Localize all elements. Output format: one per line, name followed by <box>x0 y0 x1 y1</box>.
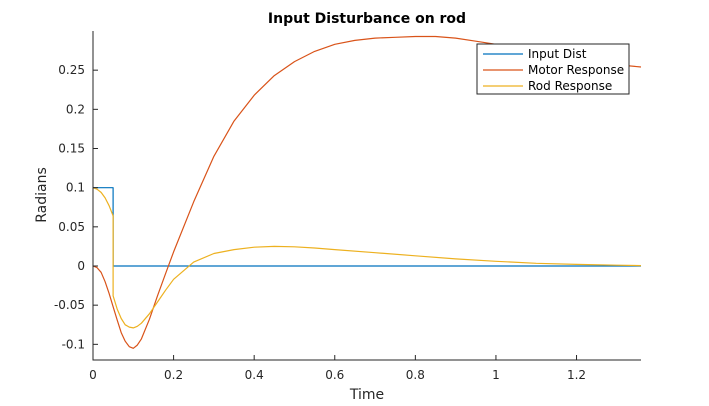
y-tick-label: 0.05 <box>58 220 85 234</box>
legend: Input Dist Motor Response Rod Response <box>476 43 630 95</box>
legend-label-motor-response: Motor Response <box>528 63 624 77</box>
x-tick-label: 1 <box>492 368 500 382</box>
plot-area: 0 0.2 0.4 0.6 0.8 1 1.2 -0.1 -0.05 0 0.05 0.1 0.15 0… <box>54 31 642 382</box>
y-tick-label: -0.05 <box>54 298 85 312</box>
chart-title: Input Disturbance on rod <box>268 11 466 27</box>
x-tick-label: 0 <box>89 368 97 382</box>
x-axis-label: Time <box>349 387 384 403</box>
legend-items: Input Dist Motor Response Rod Response <box>483 47 624 93</box>
y-tick-label: 0.2 <box>66 102 85 116</box>
y-tick-label: 0.1 <box>66 181 85 195</box>
x-tick-label: 1.2 <box>567 368 586 382</box>
y-tick-label: -0.1 <box>62 337 85 351</box>
legend-label-rod-response: Rod Response <box>528 79 612 93</box>
x-tick-label: 0.2 <box>164 368 183 382</box>
series-line-rod-response <box>92 187 642 329</box>
y-tick-label: 0.25 <box>58 63 85 77</box>
y-axis-ticks: -0.1 -0.05 0 0.05 0.1 0.15 0.2 0.25 <box>54 63 98 351</box>
y-axis-label: Radians <box>34 167 50 223</box>
x-tick-label: 0.6 <box>325 368 344 382</box>
y-tick-label: 0.15 <box>58 142 85 156</box>
x-axis-ticks: 0 0.2 0.4 0.6 0.8 1 1.2 <box>89 355 586 382</box>
y-tick-label: 0 <box>77 259 85 273</box>
legend-label-input-dist: Input Dist <box>528 47 587 61</box>
x-tick-label: 0.8 <box>406 368 425 382</box>
series-line-input-dist <box>93 187 641 267</box>
x-tick-label: 0.4 <box>245 368 264 382</box>
